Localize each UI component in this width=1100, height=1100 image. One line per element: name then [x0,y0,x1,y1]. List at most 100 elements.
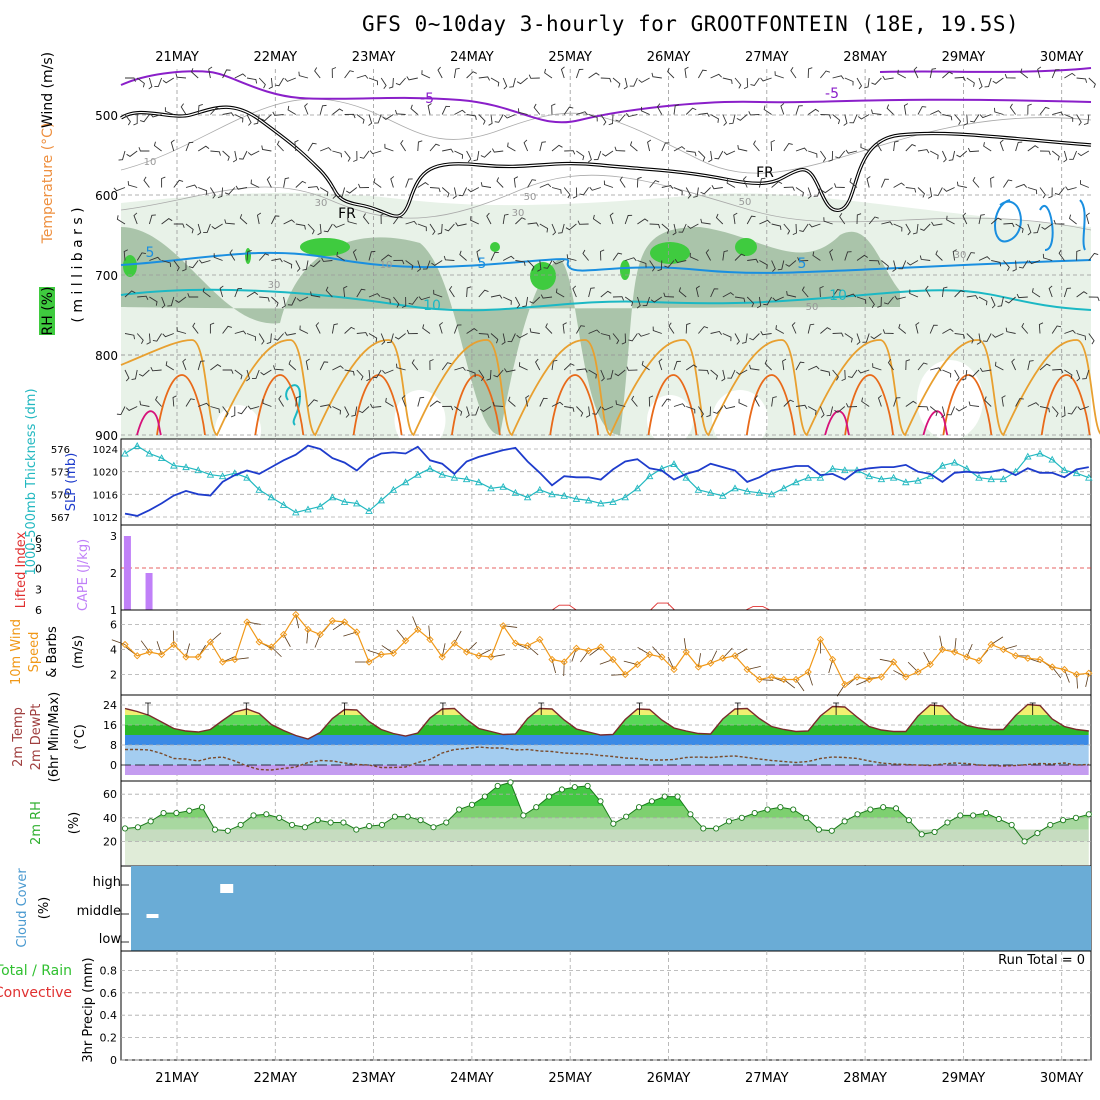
wind-barb [748,111,760,116]
wind-barb [148,214,156,225]
wind-barb [820,369,831,377]
wind-barb [893,182,905,188]
wind-barb [587,150,592,163]
wind-barb [172,395,177,407]
wind-barb [302,260,309,271]
wind-barb [488,114,493,126]
wind-barb [333,223,345,228]
wind-barb [783,143,793,152]
wind-barb [476,249,481,261]
contour-label: 5 [146,245,155,261]
wind-barb [1067,406,1077,415]
wind-barb [164,107,174,115]
rh-dry-area [712,390,768,450]
temp-band [125,725,1089,735]
wind-barb [222,406,229,418]
wind-barb [1058,249,1065,261]
upper-panel: -5 -5 5 5 5 10 10 FR FR 10 30 50 30 10 30 50 30 50 500 600 7… [39,52,1100,455]
wind-barb [422,260,431,270]
pressure-tick: 700 [95,269,118,283]
li-label: Lifted Index [14,531,29,608]
thickness-point [597,499,605,507]
wind-barb [860,143,870,152]
thickness-point [999,475,1008,483]
wind-barb [649,180,660,188]
wind-speed-point [828,655,837,664]
wind-speed-point [499,622,507,630]
thickness-point [194,466,202,474]
wind-barb [459,250,467,261]
wind-barb [563,363,575,371]
wind-barb [733,212,738,225]
wind-barb [294,139,299,152]
cape-tick: 1 [110,604,117,617]
rh-point [391,813,398,820]
wind-barb [1077,150,1090,157]
thickness-point [267,493,276,501]
thickness-point [682,473,690,481]
wind-barb [408,296,419,305]
wind-barb [775,325,785,334]
precip-panel: 0 0.2 0.4 0.6 0.8 Run Total = 0 Total / Rain Co… [0,950,1092,1067]
wind-speed-point [963,653,971,661]
wind-barb [929,406,938,417]
wind-barb [136,252,146,261]
wind-barb [1088,333,1095,345]
rh-contour [120,174,1092,231]
contour-label: 30 [954,250,967,261]
wind-barb [304,103,309,115]
wind-barb [1064,72,1076,79]
wind-barb [1076,249,1081,261]
rh-point [160,810,167,817]
wind-speed-point [365,658,373,666]
wind-barb [723,150,736,156]
wind-speed-point [450,639,459,647]
wind-barb [150,366,162,372]
wind-barb [272,111,284,116]
wind-barb [743,77,749,90]
bottom-day-label: 24MAY [450,1071,494,1086]
wind-barb [490,77,500,87]
rh-point [854,811,861,818]
wind-barb [686,406,696,414]
wind-barb [262,399,272,407]
wind-barb [820,114,832,119]
wind-barb [759,260,768,269]
rh-dark-area [300,238,350,256]
wind-barb [509,77,516,88]
wind-barb [384,143,394,152]
wind-barb [1064,114,1074,122]
wind-barb [1015,223,1024,233]
wind-barb [478,76,491,81]
rh-point [443,819,450,826]
wind-barb [185,398,195,407]
wind-barb [466,328,478,334]
wind-barb [406,76,418,81]
wind-barb [368,114,373,126]
contour-label: 10 [423,298,441,314]
wind-barb [706,406,712,418]
wind-speed-point [987,640,995,649]
wind-barb [406,329,418,335]
rh-dry-area [917,360,983,440]
wind-barb [614,146,626,152]
wind-barb [1015,141,1023,152]
rh-point [404,813,411,820]
wind-barb [545,323,553,334]
wind-barb [976,333,981,345]
wind-barb [353,150,358,162]
rh-point [918,831,925,838]
rh-point [481,793,488,800]
top-day-label: 23MAY [352,50,396,65]
contour-label: 10 [829,288,847,304]
wind-barb [347,217,357,225]
wind-barb [624,296,634,307]
wind-barb [770,139,775,152]
wind-speed-point [816,635,825,644]
isotherm-5 [994,199,1086,251]
li-tick: -3 [31,542,42,555]
wind-speed-point [1036,655,1044,664]
rh-point [494,782,501,789]
wind-barb [698,150,706,162]
